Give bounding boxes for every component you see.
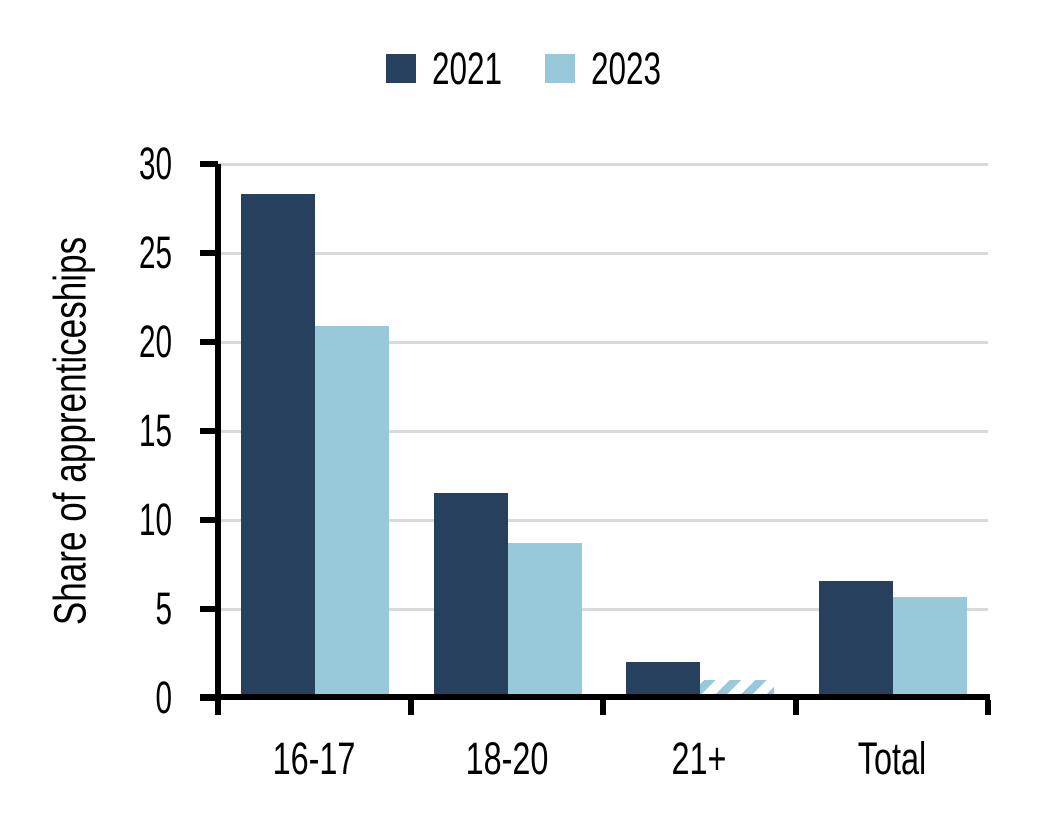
bar-hatched-2023-21+ bbox=[700, 680, 774, 698]
y-tick-label-30: 30 bbox=[138, 138, 172, 189]
x-tick-1 bbox=[407, 700, 414, 715]
y-tick-5 bbox=[200, 606, 218, 612]
x-tick-label-16-17: 16-17 bbox=[272, 733, 356, 784]
y-tick-label-15: 15 bbox=[138, 405, 172, 456]
y-tick-20 bbox=[200, 339, 218, 345]
gridline-20 bbox=[218, 340, 988, 344]
y-tick-25 bbox=[200, 250, 218, 256]
gridline-15 bbox=[218, 429, 988, 433]
x-tick-label-21+: 21+ bbox=[671, 733, 727, 784]
bar-2023-16-17 bbox=[315, 325, 389, 698]
gridline-30 bbox=[218, 162, 988, 166]
y-tick-30 bbox=[200, 161, 218, 167]
legend-label-2023: 2023 bbox=[591, 43, 662, 94]
bar-2023-18-20 bbox=[507, 543, 582, 698]
y-tick-label-25: 25 bbox=[138, 227, 172, 278]
bar-2021-21+ bbox=[626, 662, 700, 698]
bar-2021-18-20 bbox=[433, 493, 508, 698]
legend-item-2023: 2023 bbox=[545, 46, 691, 91]
x-tick-label-18-20: 18-20 bbox=[465, 733, 549, 784]
y-tick-label-20: 20 bbox=[138, 316, 172, 367]
legend-swatch-2023-icon bbox=[545, 54, 575, 83]
legend-item-2021: 2021 bbox=[386, 46, 532, 91]
x-tick-2 bbox=[600, 700, 606, 715]
y-tick-label-0: 0 bbox=[155, 672, 172, 723]
y-tick-15 bbox=[200, 428, 218, 434]
legend-label-2021: 2021 bbox=[432, 43, 503, 94]
x-tick-3 bbox=[792, 700, 799, 715]
y-axis-line bbox=[215, 164, 221, 715]
gridline-25 bbox=[218, 251, 988, 255]
y-tick-10 bbox=[200, 517, 218, 523]
bar-2021-Total bbox=[818, 580, 893, 698]
gridline-10 bbox=[218, 518, 988, 522]
bar-2021-16-17 bbox=[241, 194, 315, 698]
x-axis-line bbox=[200, 694, 990, 700]
legend-swatch-2021-icon bbox=[386, 54, 416, 83]
y-tick-label-5: 5 bbox=[155, 583, 172, 634]
x-tick-label-Total: Total bbox=[857, 733, 926, 784]
bar-2023-Total bbox=[892, 596, 967, 698]
gridline-5 bbox=[218, 607, 988, 611]
x-tick-4 bbox=[985, 700, 991, 715]
y-tick-label-10: 10 bbox=[138, 494, 172, 545]
